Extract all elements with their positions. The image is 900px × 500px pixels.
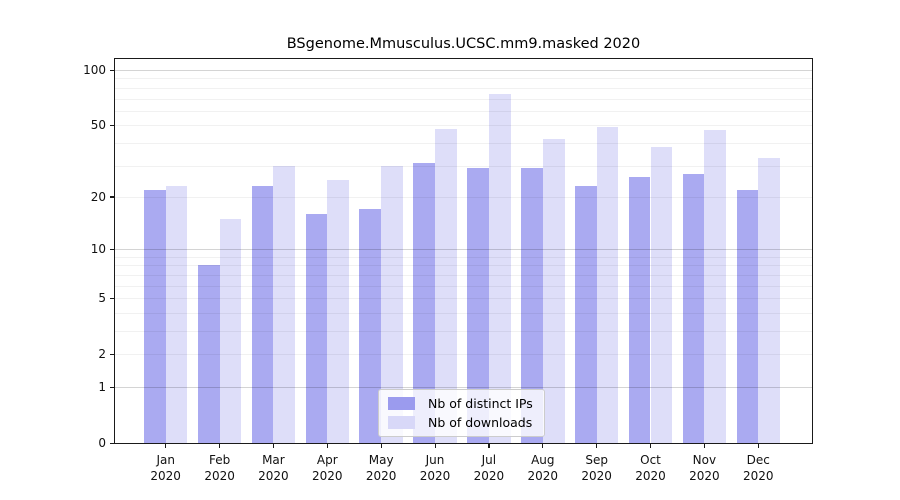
legend-label-distinct-ips: Nb of distinct IPs <box>428 396 533 412</box>
x-tick-label-year: 2020 <box>419 469 451 483</box>
x-tick <box>596 443 598 448</box>
x-tick <box>272 443 275 448</box>
bar-downloads-aug <box>542 139 565 443</box>
x-tick-label-month: Nov <box>692 453 717 467</box>
x-tick-label-year: 2020 <box>635 469 666 483</box>
y-tick <box>110 248 115 250</box>
x-tick-label-month: Jul <box>481 453 497 467</box>
y-tick-label: 10 <box>90 242 106 257</box>
y-tick-label: 20 <box>90 189 106 204</box>
bar-distinct-ips-jun <box>413 162 435 443</box>
y-tick <box>110 69 115 71</box>
x-tick-label-year: 2020 <box>581 469 612 483</box>
x-tick-label-month: May <box>368 453 394 467</box>
x-tick-label: Mar 2020 <box>245 452 301 484</box>
legend: Nb of distinct IPs Nb of downloads <box>378 389 545 437</box>
plot-area: Nb of distinct IPs Nb of downloads <box>114 58 813 444</box>
x-tick-label: Feb 2020 <box>192 452 248 484</box>
bar-downloads-oct <box>650 146 673 443</box>
x-tick-label-year: 2020 <box>527 469 559 483</box>
x-tick-label-month: Mar <box>262 453 285 467</box>
bar-downloads-mar <box>273 165 296 443</box>
bar-distinct-ips-jan <box>143 189 166 443</box>
x-tick-label-month: Oct <box>640 453 661 467</box>
x-tick <box>488 443 490 448</box>
bar-distinct-ips-feb <box>197 265 220 443</box>
bar-downloads-apr <box>327 179 350 443</box>
legend-label-downloads: Nb of downloads <box>428 414 533 430</box>
bar-downloads-nov <box>704 130 727 443</box>
bar-downloads-jan <box>165 186 188 443</box>
x-tick-label: Nov 2020 <box>676 452 732 484</box>
bar-distinct-ips-mar <box>251 186 274 443</box>
bar-downloads-feb <box>219 218 242 443</box>
legend-item-downloads: Nb of downloads <box>388 415 535 430</box>
x-tick-label-month: Jun <box>425 453 445 467</box>
bar-downloads-dec <box>758 158 781 443</box>
x-tick-label: Jul 2020 <box>461 452 517 484</box>
x-tick-label-year: 2020 <box>473 469 505 483</box>
x-tick-label-year: 2020 <box>150 469 181 483</box>
y-tick <box>110 297 115 299</box>
x-tick-label: Aug 2020 <box>515 452 571 484</box>
bar-downloads-jun <box>435 128 457 443</box>
x-tick-label-month: Dec <box>746 453 770 467</box>
bar-downloads-jul <box>488 94 511 443</box>
y-tick <box>110 124 115 126</box>
x-tick-label-year: 2020 <box>743 469 774 483</box>
bar-distinct-ips-oct <box>628 176 651 443</box>
x-tick <box>380 443 382 448</box>
bar-distinct-ips-dec <box>736 189 759 443</box>
x-tick <box>703 443 706 448</box>
bar-distinct-ips-sep <box>574 186 597 443</box>
y-tick-label: 1 <box>98 380 106 394</box>
y-tick-label: 50 <box>90 118 106 133</box>
bar-distinct-ips-apr <box>305 214 328 443</box>
x-tick-label-month: Aug <box>531 453 555 467</box>
y-tick-label: 100 <box>83 63 106 77</box>
x-tick-label: Dec 2020 <box>730 452 786 484</box>
y-tick <box>110 442 115 444</box>
y-tick <box>110 196 115 198</box>
x-tick <box>219 443 221 448</box>
x-tick <box>542 443 544 448</box>
x-tick-label: Sep 2020 <box>569 452 625 484</box>
x-tick-label-month: Jan <box>156 453 175 467</box>
x-tick-label-month: Feb <box>208 453 231 467</box>
x-tick-label-year: 2020 <box>689 469 720 483</box>
x-tick-label: Jan 2020 <box>138 452 194 484</box>
y-tick-label: 5 <box>98 291 106 306</box>
bar-distinct-ips-may <box>359 209 382 443</box>
x-tick-label: Oct 2020 <box>623 452 679 484</box>
x-tick-label-month: Sep <box>585 453 608 467</box>
x-tick-label-year: 2020 <box>365 469 397 483</box>
legend-item-distinct-ips: Nb of distinct IPs <box>388 396 535 411</box>
legend-swatch-distinct-ips <box>388 397 415 411</box>
y-tick-label: 2 <box>98 347 106 362</box>
x-tick <box>650 443 652 448</box>
bar-distinct-ips-nov <box>682 173 705 443</box>
x-tick <box>757 443 759 448</box>
legend-swatch-downloads <box>388 415 415 429</box>
x-tick-label-month: Apr <box>316 453 338 467</box>
x-tick-label: Jun 2020 <box>407 452 463 484</box>
x-tick-label-year: 2020 <box>258 469 289 483</box>
x-tick-label: Apr 2020 <box>299 452 355 484</box>
x-tick-label: May 2020 <box>353 452 409 484</box>
bar-downloads-may <box>381 165 403 443</box>
bar-distinct-ips-aug <box>521 168 543 443</box>
x-tick-label-year: 2020 <box>312 469 343 483</box>
y-tick <box>110 353 115 355</box>
chart-title: BSgenome.Mmusculus.UCSC.mm9.masked 2020 <box>286 36 641 52</box>
bar-downloads-sep <box>596 126 619 443</box>
bars-layer <box>115 59 812 443</box>
y-tick-label: 0 <box>98 436 106 450</box>
x-tick <box>165 443 167 448</box>
x-tick-label-year: 2020 <box>204 469 235 483</box>
bar-distinct-ips-jul <box>467 168 489 443</box>
y-tick <box>110 386 115 388</box>
x-tick <box>326 443 328 448</box>
x-tick <box>434 443 436 448</box>
